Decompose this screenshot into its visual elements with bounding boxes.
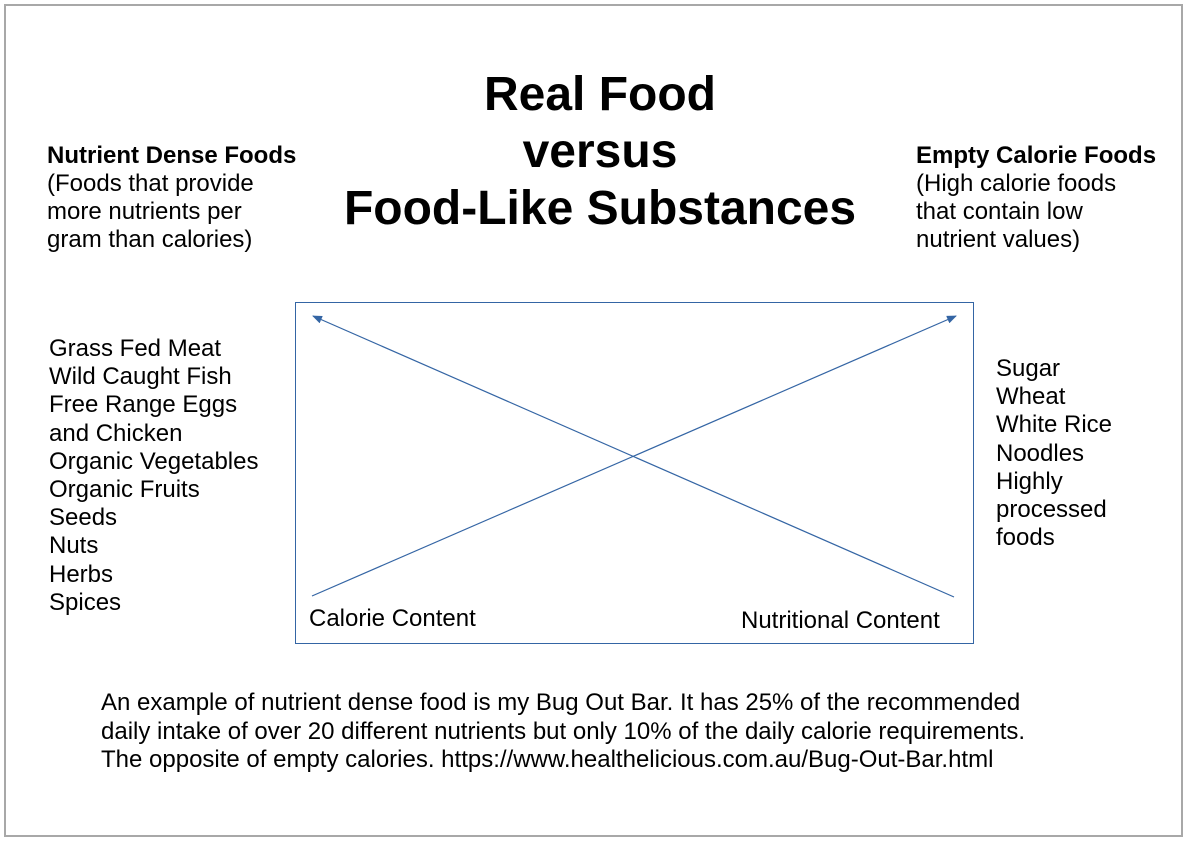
nutrient-dense-heading: Nutrient Dense Foods xyxy=(47,142,297,169)
list-item: and Chicken xyxy=(49,419,183,447)
calorie-to-empty-arrow xyxy=(311,315,957,597)
list-item: Organic Vegetables xyxy=(49,447,259,475)
list-item: Herbs xyxy=(49,560,114,588)
empty-calorie-heading-block: Empty Calorie Foods (High calorie foods … xyxy=(916,142,1156,254)
list-item: Seeds xyxy=(49,504,118,532)
nutrient-dense-food-list: Grass Fed Meat Wild Caught Fish Free Ran… xyxy=(49,335,258,617)
list-item: Free Range Eggs xyxy=(49,391,238,419)
list-item: Sugar xyxy=(996,355,1061,382)
nutrient-dense-description: (Foods that provide more nutrients per g… xyxy=(47,170,254,253)
list-item: Wild Caught Fish xyxy=(49,363,232,391)
list-item: Noodles xyxy=(996,439,1085,467)
empty-calorie-heading: Empty Calorie Foods xyxy=(916,142,1157,169)
calorie-content-label: Calorie Content xyxy=(309,605,476,632)
list-item: Nuts xyxy=(49,532,99,560)
list-item: Wheat xyxy=(996,383,1066,411)
list-item: White Rice xyxy=(996,411,1113,439)
empty-calorie-food-list: Sugar Wheat White Rice Noodles Highly pr… xyxy=(996,355,1112,552)
empty-calorie-description: (High calorie foods that contain low nut… xyxy=(916,170,1117,253)
title-line-2: versus xyxy=(522,125,678,178)
title-line-1: Real Food xyxy=(483,68,716,121)
crossing-arrows-diagram-box xyxy=(295,302,974,644)
note-line-3: The opposite of empty calories. https://… xyxy=(101,746,994,773)
bug-out-bar-note: An example of nutrient dense food is my … xyxy=(101,689,1101,775)
page-frame xyxy=(4,4,1183,837)
note-line-2: daily intake of over 20 different nutrie… xyxy=(101,717,1026,745)
list-item: processed xyxy=(996,496,1107,524)
title-line-3: Food-Like Substances xyxy=(343,182,857,235)
note-line-1: An example of nutrient dense food is my … xyxy=(101,689,1021,716)
list-item: Spices xyxy=(49,588,122,616)
nutritional-content-label: Nutritional Content xyxy=(741,607,940,634)
list-item: foods xyxy=(996,524,1055,552)
nutrition-to-nutrient-dense-arrow xyxy=(312,315,955,598)
page-title: Real Food versus Food-Like Substances xyxy=(310,66,890,237)
list-item: Grass Fed Meat xyxy=(49,335,222,362)
list-item: Organic Fruits xyxy=(49,476,200,504)
list-item: Highly xyxy=(996,467,1063,495)
nutrient-dense-heading-block: Nutrient Dense Foods (Foods that provide… xyxy=(47,142,296,254)
